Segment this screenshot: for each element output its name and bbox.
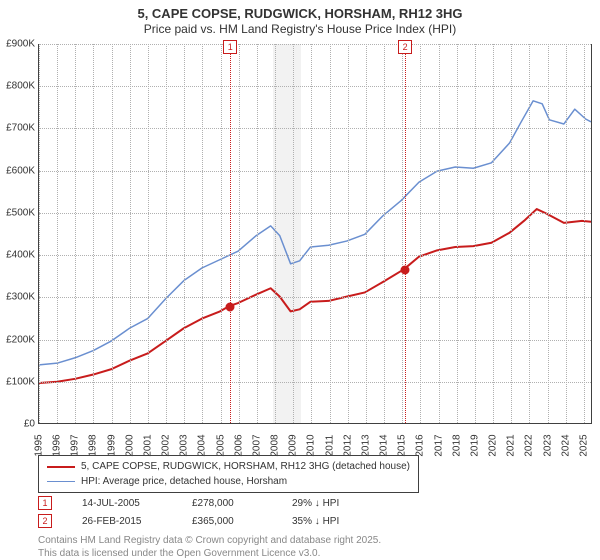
legend-label-hpi: HPI: Average price, detached house, Hors… [81, 474, 287, 489]
gridline-v [184, 44, 185, 423]
chart-container: 5, CAPE COPSE, RUDGWICK, HORSHAM, RH12 3… [0, 0, 600, 560]
event-marker-1: 1 [38, 496, 52, 510]
attribution-line-2: This data is licensed under the Open Gov… [38, 547, 320, 560]
event-dot [401, 265, 410, 274]
event-line [405, 44, 406, 423]
gridline-v [493, 44, 494, 423]
gridline-v [475, 44, 476, 423]
gridline-v [330, 44, 331, 423]
gridline-v [511, 44, 512, 423]
gridline-v [221, 44, 222, 423]
legend-item-property: 5, CAPE COPSE, RUDGWICK, HORSHAM, RH12 3… [47, 459, 410, 474]
gridline-v [439, 44, 440, 423]
legend-label-property: 5, CAPE COPSE, RUDGWICK, HORSHAM, RH12 3… [81, 459, 410, 474]
ytick-label: £300K [1, 292, 35, 303]
event-delta-2: 35% ↓ HPI [292, 516, 392, 527]
xtick-label: 2023 [542, 426, 553, 466]
gridline-v [566, 44, 567, 423]
gridline-v [384, 44, 385, 423]
gridline-v [148, 44, 149, 423]
gridline-v [75, 44, 76, 423]
legend-swatch-property [47, 466, 75, 468]
gridline-v [293, 44, 294, 423]
gridline-v [366, 44, 367, 423]
xtick-label: 2017 [433, 426, 444, 466]
gridline-h [39, 382, 591, 383]
xtick-label: 2025 [578, 426, 589, 466]
chart-title: 5, CAPE COPSE, RUDGWICK, HORSHAM, RH12 3… [0, 0, 600, 21]
plot-area: £0£100K£200K£300K£400K£500K£600K£700K£80… [38, 44, 592, 424]
event-dot [226, 302, 235, 311]
series-lines [39, 44, 591, 423]
ytick-label: £700K [1, 123, 35, 134]
chart-subtitle: Price paid vs. HM Land Registry's House … [0, 21, 600, 36]
gridline-v [402, 44, 403, 423]
gridline-v [311, 44, 312, 423]
gridline-v [57, 44, 58, 423]
event-marker-box: 2 [398, 40, 412, 54]
legend-swatch-hpi [47, 481, 75, 482]
legend: 5, CAPE COPSE, RUDGWICK, HORSHAM, RH12 3… [38, 455, 419, 493]
gridline-v [130, 44, 131, 423]
gridline-v [93, 44, 94, 423]
event-row-2: 2 26-FEB-2015 £365,000 35% ↓ HPI [38, 514, 392, 528]
gridline-v [166, 44, 167, 423]
gridline-h [39, 255, 591, 256]
xtick-label: 2020 [488, 426, 499, 466]
gridline-v [39, 44, 40, 423]
gridline-v [239, 44, 240, 423]
gridline-v [112, 44, 113, 423]
attribution-line-1: Contains HM Land Registry data © Crown c… [38, 534, 381, 547]
event-delta-1: 29% ↓ HPI [292, 498, 392, 509]
gridline-v [548, 44, 549, 423]
gridline-h [39, 297, 591, 298]
ytick-label: £500K [1, 207, 35, 218]
gridline-h [39, 128, 591, 129]
gridline-v [348, 44, 349, 423]
series-line [39, 209, 591, 383]
gridline-v [202, 44, 203, 423]
ytick-label: £100K [1, 376, 35, 387]
gridline-v [584, 44, 585, 423]
event-price-2: £365,000 [192, 516, 292, 527]
event-price-1: £278,000 [192, 498, 292, 509]
gridline-h [39, 86, 591, 87]
gridline-v [420, 44, 421, 423]
xtick-label: 2021 [506, 426, 517, 466]
ytick-label: £200K [1, 334, 35, 345]
event-date-2: 26-FEB-2015 [82, 516, 192, 527]
gridline-v [529, 44, 530, 423]
ytick-label: £800K [1, 81, 35, 92]
legend-item-hpi: HPI: Average price, detached house, Hors… [47, 474, 410, 489]
gridline-v [275, 44, 276, 423]
event-date-1: 14-JUL-2005 [82, 498, 192, 509]
ytick-label: £400K [1, 250, 35, 261]
event-line [230, 44, 231, 423]
ytick-label: £600K [1, 165, 35, 176]
event-marker-box: 1 [223, 40, 237, 54]
event-row-1: 1 14-JUL-2005 £278,000 29% ↓ HPI [38, 496, 392, 510]
gridline-h [39, 44, 591, 45]
gridline-v [457, 44, 458, 423]
event-marker-2: 2 [38, 514, 52, 528]
gridline-h [39, 213, 591, 214]
gridline-v [257, 44, 258, 423]
xtick-label: 2024 [560, 426, 571, 466]
ytick-label: £0 [1, 419, 35, 430]
xtick-label: 2022 [524, 426, 535, 466]
xtick-label: 2018 [451, 426, 462, 466]
xtick-label: 2019 [469, 426, 480, 466]
gridline-h [39, 171, 591, 172]
gridline-h [39, 340, 591, 341]
ytick-label: £900K [1, 39, 35, 50]
